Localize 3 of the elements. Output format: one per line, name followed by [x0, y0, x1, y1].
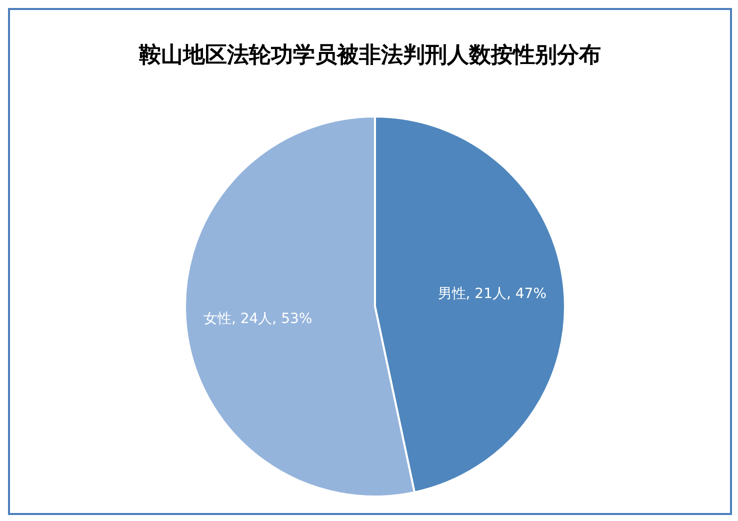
slice-label: 女性, 24人, 53% [203, 310, 312, 327]
chart-title: 鞍山地区法轮功学员被非法判刑人数按性别分布 [138, 42, 602, 70]
slice-label: 男性, 21人, 47% [438, 286, 547, 302]
